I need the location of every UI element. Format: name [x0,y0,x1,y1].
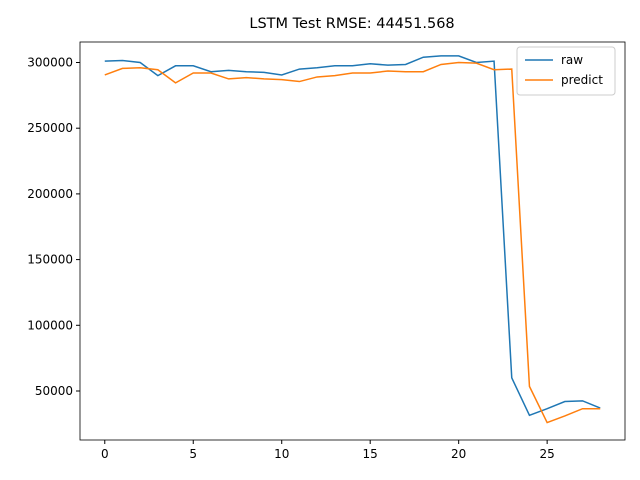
data-line [104,55,601,417]
y-tick-label: 200000 [27,187,73,201]
y-tick-label: 300000 [27,55,73,69]
data-line [104,61,601,424]
plot-frame [79,41,626,441]
legend: raw predict [516,46,616,96]
chart-title: LSTM Test RMSE: 44451.568 [249,16,454,32]
x-tick-label: 25 [540,447,555,461]
legend-box [516,46,616,96]
y-tick-label: 150000 [27,253,73,267]
x-tick-label: 20 [451,447,466,461]
y-tick-label: 100000 [27,318,73,332]
legend-label: raw [561,53,583,67]
y-tick-label: 50000 [35,384,73,398]
x-tick-label: 10 [274,447,289,461]
legend-label: predict [561,73,603,87]
x-tick-label: 5 [189,447,197,461]
x-tick-label: 15 [363,447,378,461]
y-tick-label: 250000 [27,121,73,135]
x-tick-label: 0 [101,447,109,461]
